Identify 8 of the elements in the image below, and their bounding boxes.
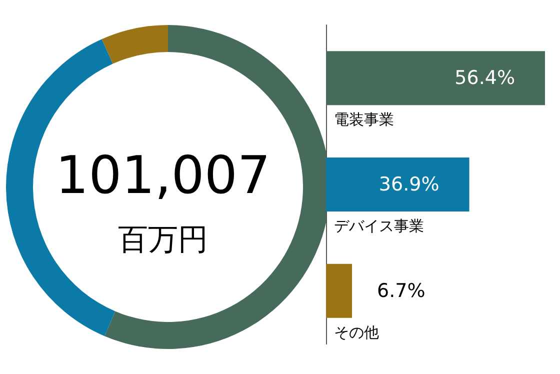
- y-tick-label: 電装事業: [334, 110, 394, 129]
- text: 百万円: [118, 222, 208, 258]
- y-tick-label: デバイス事業: [334, 217, 424, 235]
- data-label: 6.7%: [377, 280, 426, 302]
- text: 101,007: [55, 146, 271, 206]
- data-label: 56.4%: [454, 67, 515, 90]
- data-label: 36.9%: [378, 174, 440, 196]
- y-tick-label: その他: [334, 323, 379, 342]
